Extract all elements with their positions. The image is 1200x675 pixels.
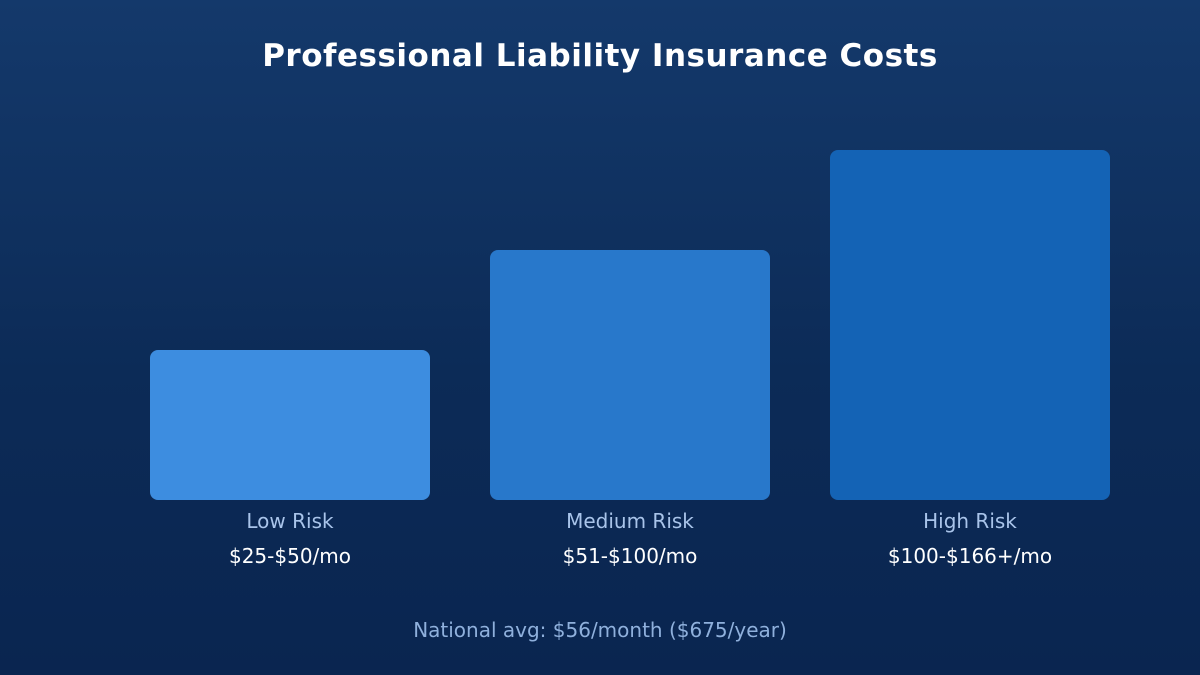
national-average-note: National avg: $56/month ($675/year) xyxy=(413,618,787,642)
bar-medium-risk xyxy=(490,250,770,500)
bar-high-risk xyxy=(830,150,1110,500)
category-label: Medium Risk xyxy=(566,509,694,533)
value-label: $100-$166+/mo xyxy=(888,544,1052,568)
chart-title: Professional Liability Insurance Costs xyxy=(262,38,938,74)
bar-low-risk xyxy=(150,350,430,500)
value-label: $25-$50/mo xyxy=(229,544,351,568)
category-label: High Risk xyxy=(923,509,1017,533)
category-label: Low Risk xyxy=(246,509,334,533)
value-label: $51-$100/mo xyxy=(563,544,698,568)
